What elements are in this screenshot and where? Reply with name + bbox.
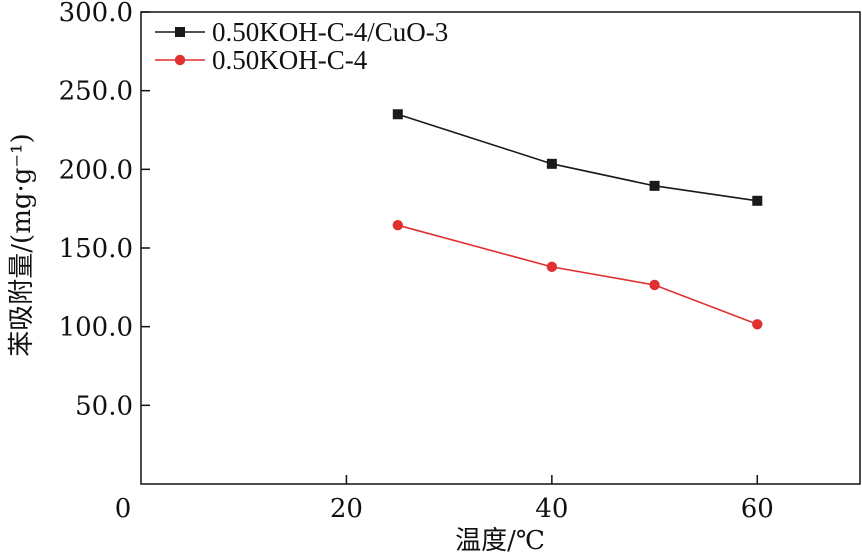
x-tick-label: 60 xyxy=(741,494,774,524)
data-point xyxy=(546,158,557,169)
data-point xyxy=(752,319,763,330)
x-tick-label: 40 xyxy=(535,494,568,524)
legend-label: 0.50KOH-C-4/CuO-3 xyxy=(212,17,448,47)
series-1 xyxy=(392,109,763,206)
data-point xyxy=(752,195,763,206)
axis-ticks: 50.0 100.0 150.0 200.0 250.0 300.0 0 20 40 60 xyxy=(59,0,774,524)
legend-swatch-marker xyxy=(175,27,185,37)
y-tick-label: 100.0 xyxy=(59,313,133,343)
x-axis-title: 温度/℃ xyxy=(455,526,545,556)
legend-entry: 0.50KOH-C-4/CuO-3 xyxy=(155,17,448,47)
y-axis-title: 苯吸附量/(mg·g⁻¹) xyxy=(7,133,37,356)
x-tick-label: 20 xyxy=(330,494,363,524)
legend-label: 0.50KOH-C-4 xyxy=(212,45,368,75)
series-2 xyxy=(392,219,763,330)
plot-frame xyxy=(140,11,861,485)
legend-swatch-marker xyxy=(174,54,186,66)
series-line xyxy=(397,224,758,326)
y-tick-label: 200.0 xyxy=(59,155,133,185)
series-layer xyxy=(392,109,763,330)
y-tick-label: 150.0 xyxy=(59,234,133,264)
data-point xyxy=(392,219,403,231)
y-tick-label: 300.0 xyxy=(59,0,133,28)
series-line xyxy=(397,113,758,202)
x-tick-label: 0 xyxy=(115,494,132,524)
y-tick-label: 250.0 xyxy=(59,77,133,107)
data-point xyxy=(649,180,660,191)
y-tick-label: 50.0 xyxy=(75,391,133,421)
legend: 0.50KOH-C-4/CuO-30.50KOH-C-4 xyxy=(155,17,448,75)
data-point xyxy=(392,109,403,120)
legend-entry: 0.50KOH-C-4 xyxy=(155,45,368,75)
data-point xyxy=(546,261,558,273)
data-point xyxy=(649,279,660,291)
plot-border xyxy=(140,11,861,485)
